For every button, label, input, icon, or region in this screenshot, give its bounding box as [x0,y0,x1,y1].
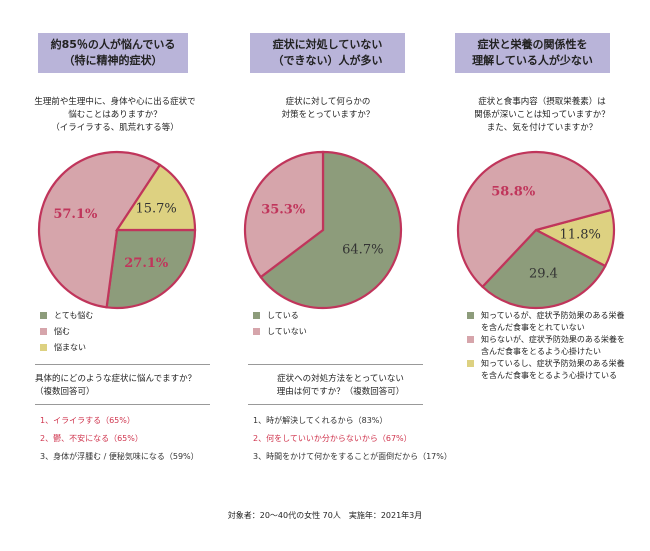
header-line: 理解している人が少ない [472,54,593,67]
legend-label: 悩まない [54,343,86,352]
header-box: 症状と栄養の関係性を 理解している人が少ない [455,33,610,73]
header-line: （できない）人が多い [272,54,383,67]
pie-slice [456,150,613,289]
legend-item: している [253,310,387,322]
value-label: 11.8% [560,227,601,242]
followup-question-line: （複数回答可） [35,387,95,397]
legend-label: 知っているし、症状予防効果のある栄養を含んだ食事をとるよう心掛けている [481,359,625,380]
value-label: 15.7% [135,201,176,216]
value-label: 27.1% [124,256,169,271]
pie-chart: 11.8% 29.4 58.8% [456,150,616,310]
question-line: 悩むことはありますか？ [68,110,162,120]
followup-question-line: 具体的にどのような症状に悩んでますか？ [35,374,197,384]
value-label: 64.7% [342,242,383,257]
question: 症状に対して何らかの 対策をとっていますか？ [228,96,428,122]
legend-item: 知らないが、症状予防効果のある栄養を含んだ食事をとるよう心掛けたい [467,334,631,358]
legend-swatch [40,328,47,335]
followup-question: 具体的にどのような症状に悩んでますか？ （複数回答可） [35,373,220,399]
legend-label: している [267,311,299,320]
pie-slice [243,150,325,279]
legend-swatch [467,312,474,319]
followup-item: 3、身体が浮腫む / 便秘気味になる（59%） [40,452,199,461]
header-line: 症状に対処していない [272,38,383,51]
value-label: 35.3% [261,203,306,218]
legend-swatch [253,312,260,319]
question-line: 関係が深いことは知っていますか？ [474,110,610,120]
followup-item: 2、鬱、不安になる（65%） [40,434,143,443]
legend-item: 悩む [40,326,174,338]
legend-swatch [467,360,474,367]
legend-item: とても悩む [40,310,174,322]
legend-label: 知らないが、症状予防効果のある栄養を含んだ食事をとるよう心掛けたい [481,335,625,356]
pie-chart: 27.1% 57.1% 15.7% [37,150,197,310]
legend-swatch [467,336,474,343]
pie-slice [480,228,607,310]
header-box: 約85％の人が悩んでいる （特に精神的症状） [38,33,188,73]
legend-label: 悩む [54,327,70,336]
question-line: （イライラする、肌荒れする等） [51,123,179,133]
legend-swatch [40,312,47,319]
followup-item: 2、何をしていいか分からないから（67%） [253,434,412,443]
value-label: 57.1% [53,207,98,222]
divider [248,404,423,405]
question: 生理前や生理中に、身体や心に出る症状で 悩むことはありますか？ （イライラする、肌荒… [15,96,215,135]
question: 症状と食事内容（摂取栄養素）は 関係が深いことは知っていますか？ また、気を付けてい… [442,96,642,135]
pie-slice [114,163,197,232]
value-label: 58.8% [491,184,536,199]
legend-label: 知っているが、症状予防効果のある栄養を含んだ食事をとれていない [481,311,625,332]
question-line: また、気を付けていますか？ [486,123,598,133]
header-box: 症状に対処していない （できない）人が多い [250,33,405,73]
question-line: 対策をとっていますか？ [281,110,375,120]
legend-item: 悩まない [40,342,174,354]
followup-question-line: 理由は何ですか？（複数回答可） [276,387,405,397]
header-line: （特に精神的症状） [63,54,163,67]
pie-chart: 64.7% 35.3% [243,150,403,310]
legend-item: 知っているし、症状予防効果のある栄養を含んだ食事をとるよう心掛けている [467,358,631,382]
legend-item: 知っているが、症状予防効果のある栄養を含んだ食事をとれていない [467,310,631,334]
followup-item: 1、イライラする（65%） [40,416,135,425]
value-label: 29.4 [529,266,558,281]
pie-slice [259,150,403,310]
divider [35,364,210,365]
followup-item: 1、時が解決してくれるから（83%） [253,416,388,425]
legend-label: とても悩む [54,311,94,320]
legend-label: していない [267,327,307,336]
question-line: 生理前や生理中に、身体や心に出る症状で [34,97,196,107]
header-line: 症状と栄養の関係性を [477,38,588,51]
header-line: 約85％の人が悩んでいる [50,38,176,51]
followup-item: 3、時間をかけて何かをすることが面倒だから（17%） [253,452,452,461]
footer: 対象者：20～40代の女性 70人 実施年：2021年3月 [227,511,423,520]
question-line: 症状に対して何らかの [285,97,371,107]
legend-item: していない [253,326,387,338]
legend-swatch [40,344,47,351]
legend-swatch [253,328,260,335]
followup-question: 症状への対処方法をとっていない 理由は何ですか？（複数回答可） [248,373,433,399]
divider [35,404,210,405]
question-line: 症状と食事内容（摂取栄養素）は [478,97,606,107]
pie-slice [37,150,162,309]
divider [248,364,423,365]
followup-question-line: 症状への対処方法をとっていない [277,374,404,384]
pie-slice [105,228,197,310]
